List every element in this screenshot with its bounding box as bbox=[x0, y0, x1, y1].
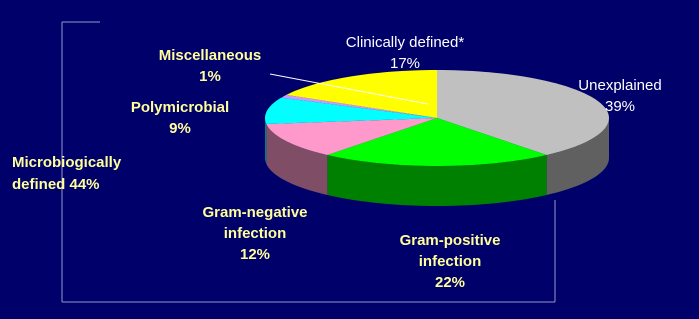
slice-label: Unexplained 39% bbox=[560, 75, 680, 117]
group-box bbox=[61, 21, 556, 303]
slice-side bbox=[265, 118, 267, 165]
category-label: Gram-positive infection bbox=[399, 232, 501, 270]
slice bbox=[327, 118, 547, 166]
value-label: 9% bbox=[169, 120, 191, 137]
category-label: Clinically defined* bbox=[345, 34, 465, 51]
value-label: 39% bbox=[604, 98, 636, 115]
slice-side bbox=[327, 154, 547, 206]
pie bbox=[265, 70, 609, 206]
slice bbox=[437, 70, 609, 155]
category-label: Gram-negative infection bbox=[202, 204, 308, 242]
category-label: Miscellaneous bbox=[158, 47, 262, 64]
slice bbox=[281, 94, 437, 118]
group-annotation: Microbiogically defined 44% bbox=[12, 154, 122, 193]
value-label: 1% bbox=[199, 68, 221, 85]
slice-label: Gram-positive infection 22% bbox=[375, 230, 525, 293]
category-label: Polymicrobial bbox=[130, 99, 230, 116]
slice bbox=[286, 70, 437, 118]
value-label: 12% bbox=[239, 246, 271, 263]
slice-label: Gram-negative infection 12% bbox=[180, 202, 330, 265]
category-label: Unexplained bbox=[578, 77, 662, 94]
slice bbox=[265, 97, 437, 125]
slice-label: Clinically defined* 17% bbox=[320, 32, 490, 74]
slice-label: Miscellaneous 1% bbox=[140, 45, 280, 87]
slice bbox=[266, 118, 437, 155]
value-label: 22% bbox=[434, 274, 466, 291]
leader-line bbox=[269, 73, 429, 105]
slice-side bbox=[546, 118, 609, 195]
slice-side bbox=[266, 124, 328, 195]
slice-label: Polymicrobial 9% bbox=[110, 97, 250, 139]
value-label: 17% bbox=[389, 55, 421, 72]
